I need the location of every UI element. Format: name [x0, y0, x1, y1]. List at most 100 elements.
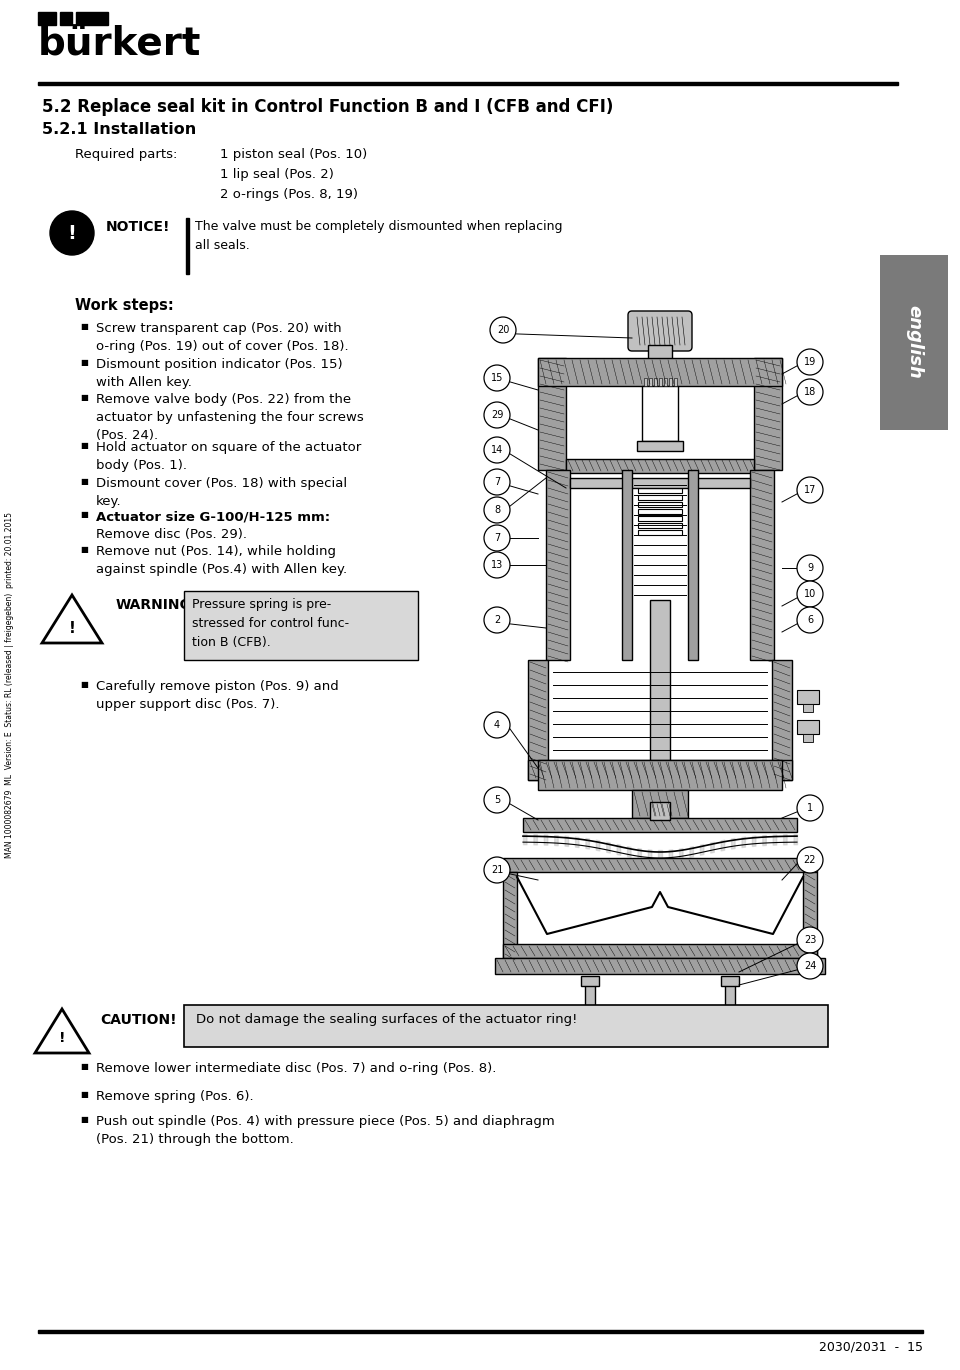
- Text: !: !: [67, 223, 77, 242]
- Circle shape: [797, 581, 823, 607]
- Bar: [638, 495, 682, 500]
- Text: 4: 4: [494, 721, 500, 730]
- Circle shape: [797, 477, 823, 503]
- Text: against spindle (Pos.4) with Allen key.: against spindle (Pos.4) with Allen key.: [96, 563, 348, 575]
- Text: upper support disc (Pos. 7).: upper support disc (Pos. 7).: [96, 697, 279, 711]
- Text: actuator by unfastening the four screws: actuator by unfastening the four screws: [96, 411, 364, 423]
- Bar: [581, 1026, 599, 1038]
- Circle shape: [50, 211, 94, 255]
- Text: with Allen key.: with Allen key.: [96, 375, 192, 389]
- Bar: [649, 378, 652, 386]
- Circle shape: [484, 607, 510, 633]
- Bar: [803, 704, 813, 712]
- Text: Pressure spring is pre-
stressed for control func-
tion B (CFB).: Pressure spring is pre- stressed for con…: [192, 597, 349, 649]
- Bar: [721, 975, 739, 986]
- Text: ■: ■: [80, 441, 88, 449]
- Bar: [754, 358, 782, 470]
- Text: 22: 22: [804, 855, 816, 864]
- Text: Remove lower intermediate disc (Pos. 7) and o-ring (Pos. 8).: Remove lower intermediate disc (Pos. 7) …: [96, 1062, 496, 1075]
- Text: 5.2 Replace seal kit in Control Function B and I (CFB and CFI): 5.2 Replace seal kit in Control Function…: [42, 99, 613, 116]
- Bar: [797, 721, 819, 734]
- Text: 8: 8: [494, 506, 500, 515]
- Bar: [638, 530, 682, 536]
- Bar: [503, 858, 817, 871]
- Text: 24: 24: [804, 960, 816, 971]
- Bar: [644, 378, 647, 386]
- Bar: [650, 801, 670, 821]
- Polygon shape: [42, 595, 102, 643]
- Text: Work steps:: Work steps:: [75, 299, 174, 312]
- Text: o-ring (Pos. 19) out of cover (Pos. 18).: o-ring (Pos. 19) out of cover (Pos. 18).: [96, 340, 348, 353]
- Bar: [495, 958, 825, 974]
- Circle shape: [484, 437, 510, 463]
- Text: ■: ■: [80, 393, 88, 401]
- Circle shape: [484, 858, 510, 884]
- Text: body (Pos. 1).: body (Pos. 1).: [96, 459, 187, 473]
- Text: (Pos. 24).: (Pos. 24).: [96, 429, 158, 443]
- Circle shape: [484, 497, 510, 523]
- Bar: [38, 12, 56, 25]
- Circle shape: [490, 316, 516, 342]
- Text: !: !: [68, 621, 76, 636]
- Text: ■: ■: [80, 358, 88, 367]
- Text: Required parts:: Required parts:: [75, 148, 178, 162]
- Text: Remove nut (Pos. 14), while holding: Remove nut (Pos. 14), while holding: [96, 545, 336, 558]
- Text: 2 o-rings (Pos. 8, 19): 2 o-rings (Pos. 8, 19): [220, 188, 358, 201]
- Text: ■: ■: [80, 477, 88, 486]
- Text: 17: 17: [804, 485, 816, 495]
- Bar: [674, 378, 677, 386]
- Text: 2030/2031  -  15: 2030/2031 - 15: [819, 1340, 923, 1354]
- Bar: [637, 441, 683, 451]
- Text: 1: 1: [807, 803, 813, 812]
- Text: The valve must be completely dismounted when replacing
all seals.: The valve must be completely dismounted …: [195, 221, 563, 252]
- Circle shape: [797, 607, 823, 633]
- Bar: [528, 660, 548, 780]
- Circle shape: [797, 349, 823, 375]
- Text: 9: 9: [807, 563, 813, 573]
- Bar: [638, 501, 682, 507]
- Text: Remove disc (Pos. 29).: Remove disc (Pos. 29).: [96, 527, 247, 541]
- Text: 1 lip seal (Pos. 2): 1 lip seal (Pos. 2): [220, 169, 334, 181]
- Bar: [797, 690, 819, 704]
- Bar: [38, 82, 898, 85]
- Bar: [523, 818, 797, 832]
- Bar: [186, 218, 188, 274]
- Bar: [38, 1330, 923, 1333]
- Text: ■: ■: [80, 322, 88, 332]
- Bar: [632, 790, 688, 818]
- Bar: [76, 12, 108, 25]
- Text: 2: 2: [493, 615, 500, 625]
- Text: Remove valve body (Pos. 22) from the: Remove valve body (Pos. 22) from the: [96, 393, 351, 406]
- Text: 19: 19: [804, 358, 816, 367]
- Text: ■: ■: [80, 1115, 88, 1123]
- Text: 29: 29: [491, 410, 503, 421]
- Text: ■: ■: [80, 1062, 88, 1071]
- Circle shape: [484, 525, 510, 551]
- Bar: [688, 470, 698, 660]
- Bar: [581, 975, 599, 986]
- Bar: [648, 364, 672, 371]
- Text: 10: 10: [804, 589, 816, 599]
- Bar: [721, 1026, 739, 1038]
- Bar: [642, 386, 678, 441]
- Bar: [650, 600, 670, 760]
- Bar: [546, 470, 570, 660]
- Circle shape: [797, 927, 823, 954]
- Bar: [772, 660, 792, 780]
- Text: Hold actuator on square of the actuator: Hold actuator on square of the actuator: [96, 441, 361, 453]
- Circle shape: [484, 786, 510, 812]
- Text: ■: ■: [80, 680, 88, 689]
- Text: Remove spring (Pos. 6).: Remove spring (Pos. 6).: [96, 1091, 253, 1103]
- FancyBboxPatch shape: [628, 311, 692, 351]
- Bar: [528, 760, 792, 780]
- Bar: [566, 459, 754, 473]
- Text: 15: 15: [491, 373, 503, 384]
- Text: ■: ■: [80, 1091, 88, 1099]
- Text: Carefully remove piston (Pos. 9) and: Carefully remove piston (Pos. 9) and: [96, 680, 339, 693]
- Bar: [664, 378, 667, 386]
- Text: 14: 14: [491, 445, 503, 455]
- FancyBboxPatch shape: [184, 1006, 828, 1047]
- Circle shape: [797, 555, 823, 581]
- Bar: [750, 470, 774, 660]
- Bar: [570, 478, 750, 488]
